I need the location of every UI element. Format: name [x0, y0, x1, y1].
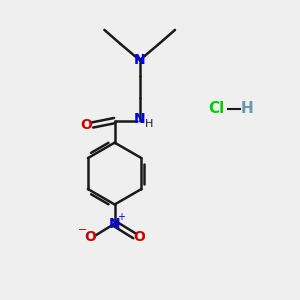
- Text: −: −: [78, 225, 87, 235]
- Text: H: H: [145, 119, 153, 129]
- Text: +: +: [117, 212, 125, 222]
- Text: N: N: [134, 53, 146, 67]
- Text: N: N: [109, 217, 121, 231]
- Text: H: H: [241, 101, 253, 116]
- Text: O: O: [80, 118, 92, 132]
- Text: O: O: [133, 230, 145, 244]
- Text: O: O: [84, 230, 96, 244]
- Text: Cl: Cl: [208, 101, 224, 116]
- Text: N: N: [134, 112, 146, 126]
